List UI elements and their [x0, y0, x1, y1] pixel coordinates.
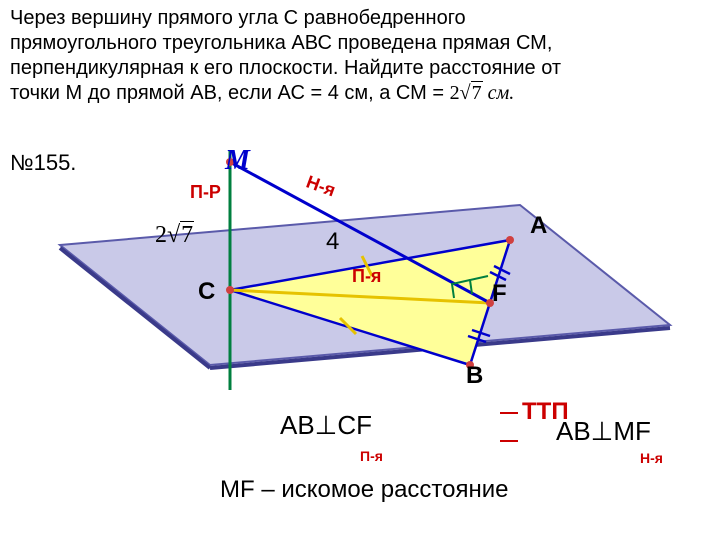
label-2r7: 27 — [155, 222, 194, 249]
label-f: F — [492, 280, 507, 308]
sub-pya: П-я — [360, 448, 383, 464]
r7-pre: 2 — [155, 222, 167, 248]
sub-nya: Н-я — [640, 450, 663, 466]
label-c: C — [198, 278, 215, 306]
point-a — [506, 236, 514, 244]
conclusion-text: MF – искомое расстояние — [220, 476, 509, 504]
formula-ab-cf: AB⊥CF — [280, 410, 372, 441]
label-4: 4 — [326, 228, 339, 256]
problem-text: Через вершину прямого угла С равнобедрен… — [10, 6, 710, 106]
label-m: M — [225, 145, 250, 177]
label-pr: П-Р — [190, 182, 221, 203]
label-b: B — [466, 362, 483, 390]
pt-l4a: точки М до прямой АВ, если АС = 4 см, а … — [10, 82, 450, 104]
formula-ab-mf: AB⊥MF — [556, 416, 651, 447]
pt-l1: Через вершину прямого угла С равнобедрен… — [10, 7, 466, 29]
label-pya: П-я — [352, 266, 381, 287]
pt-l4u: см. — [483, 82, 515, 104]
pt-l2: прямоугольного треугольника АВС проведен… — [10, 32, 552, 54]
label-a: A — [530, 212, 547, 240]
r7-rad: 7 — [180, 221, 194, 248]
pt-l3: перпендикулярная к его плоскости. Найдит… — [10, 57, 561, 79]
point-c — [226, 286, 234, 294]
